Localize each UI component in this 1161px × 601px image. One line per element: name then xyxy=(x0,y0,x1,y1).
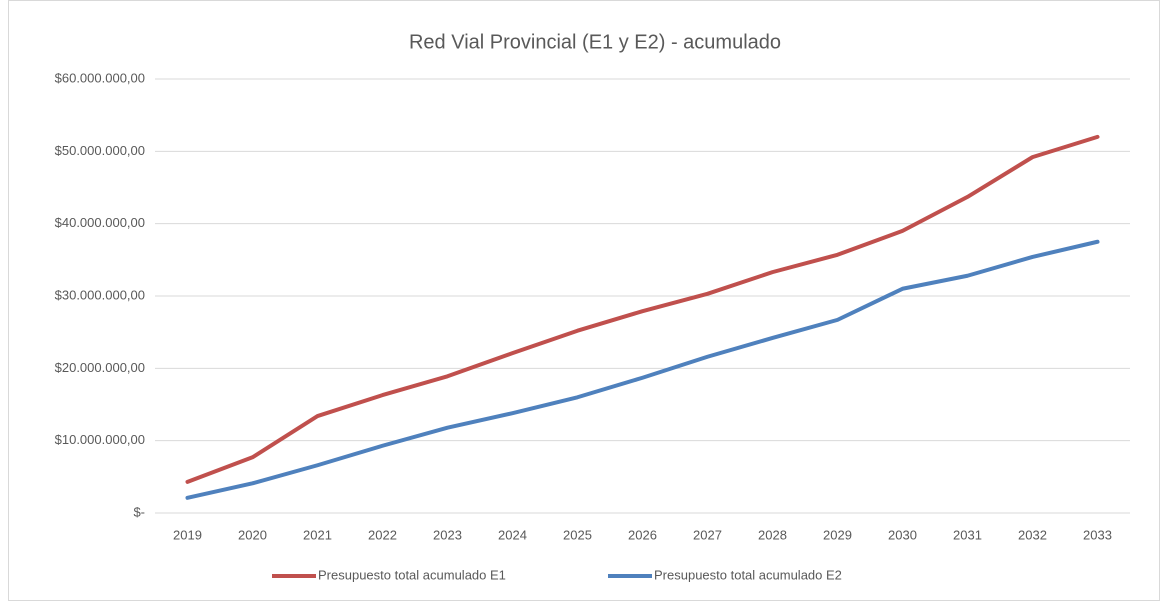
y-tick-label: $30.000.000,00 xyxy=(55,287,145,302)
x-tick-label: 2031 xyxy=(953,527,982,542)
x-tick-label: 2021 xyxy=(303,527,332,542)
x-tick-label: 2026 xyxy=(628,527,657,542)
y-tick-label: $- xyxy=(133,504,145,519)
y-tick-label: $10.000.000,00 xyxy=(55,432,145,447)
chart-frame xyxy=(8,0,1160,601)
chart-title: Red Vial Provincial (E1 y E2) - acumulad… xyxy=(409,31,781,53)
x-tick-label: 2030 xyxy=(888,527,917,542)
x-tick-label: 2023 xyxy=(433,527,462,542)
series-line xyxy=(185,134,1100,484)
legend-label: Presupuesto total acumulado E2 xyxy=(654,567,842,582)
y-tick-label: $50.000.000,00 xyxy=(55,143,145,158)
x-tick-label: 2033 xyxy=(1083,527,1112,542)
x-tick-label: 2024 xyxy=(498,527,527,542)
x-tick-label: 2029 xyxy=(823,527,852,542)
x-tick-label: 2028 xyxy=(758,527,787,542)
series-line xyxy=(185,239,1100,500)
x-tick-label: 2025 xyxy=(563,527,592,542)
x-tick-label: 2022 xyxy=(368,527,397,542)
y-tick-label: $20.000.000,00 xyxy=(55,360,145,375)
legend-label: Presupuesto total acumulado E1 xyxy=(318,567,506,582)
x-tick-label: 2020 xyxy=(238,527,267,542)
x-tick-label: 2027 xyxy=(693,527,722,542)
y-tick-label: $60.000.000,00 xyxy=(55,70,145,85)
y-tick-label: $40.000.000,00 xyxy=(55,215,145,230)
x-tick-label: 2032 xyxy=(1018,527,1047,542)
x-tick-label: 2019 xyxy=(173,527,202,542)
